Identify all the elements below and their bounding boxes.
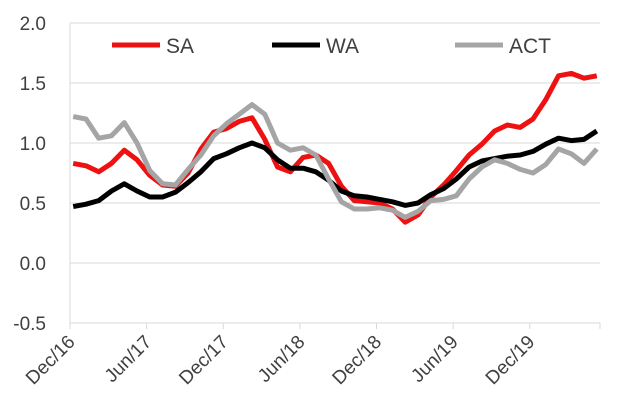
y-tick-label: 1.5 <box>20 74 46 95</box>
x-tick-label: Dec/19 <box>482 332 539 389</box>
y-tick-label: 0.0 <box>20 254 46 275</box>
x-tick-label: Jun/18 <box>254 332 309 387</box>
y-tick-labels: 2.0 1.5 1.0 0.5 0.0 -0.5 <box>13 14 46 335</box>
series-line-act <box>72 102 599 220</box>
x-tick-label: Dec/16 <box>22 332 79 389</box>
legend-label-sa: SA <box>166 35 194 58</box>
x-tick-label: Jun/19 <box>407 332 462 387</box>
x-tick-label: Jun/17 <box>101 332 156 387</box>
series-line-sa <box>72 70 598 225</box>
x-tick-label: Dec/18 <box>329 332 386 389</box>
legend-label-wa: WA <box>326 35 359 58</box>
legend-label-act: ACT <box>509 35 551 58</box>
series-lines <box>72 70 599 225</box>
y-tick-label: 0.5 <box>20 194 46 215</box>
y-tick-label: 2.0 <box>20 14 46 35</box>
y-tick-label: -0.5 <box>13 314 46 335</box>
x-tick-labels: Dec/16 Jun/17 Dec/17 Jun/18 Dec/18 Jun/19 Dec/… <box>22 332 539 389</box>
x-tick-label: Dec/17 <box>175 332 232 389</box>
y-tick-label: 1.0 <box>20 134 46 155</box>
legend: SA WA ACT <box>112 35 551 58</box>
axes <box>69 23 601 329</box>
